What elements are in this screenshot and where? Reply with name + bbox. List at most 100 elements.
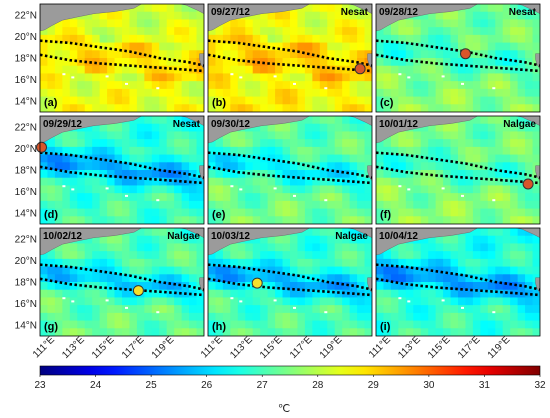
sst-cell [334, 34, 343, 44]
sst-cell [99, 34, 108, 44]
sst-cell [357, 154, 366, 163]
sst-cell [260, 104, 269, 112]
sst-cell [304, 34, 313, 44]
island [71, 300, 75, 303]
sst-cell [40, 208, 49, 217]
sst-cell [62, 297, 71, 306]
sst-cell [304, 200, 313, 210]
sst-cell [208, 96, 217, 105]
sst-cell [342, 162, 351, 171]
sst-cell [230, 146, 239, 156]
sst-cell [40, 65, 49, 75]
sst-cell [144, 34, 153, 44]
island [62, 73, 66, 76]
sst-cell [230, 19, 239, 28]
sst-cell [334, 177, 343, 187]
sst-cell [334, 162, 343, 171]
sst-cell [390, 297, 399, 306]
sst-cell [465, 139, 474, 148]
sst-cell [525, 170, 534, 179]
sst-cell [114, 170, 123, 179]
sst-cell [252, 123, 261, 133]
sst-cell [252, 266, 261, 275]
sst-cell [334, 42, 343, 51]
sst-cell [69, 104, 78, 112]
sst-cell [215, 289, 224, 299]
sst-cell [92, 81, 101, 90]
sst-cell [260, 312, 269, 322]
sst-cell [342, 282, 351, 291]
island [324, 311, 328, 314]
sst-cell [532, 96, 540, 105]
sst-cell [290, 96, 299, 105]
sst-cell [428, 185, 437, 194]
sst-cell [376, 258, 385, 268]
sst-cell [472, 139, 481, 148]
sst-cell [40, 170, 49, 179]
sst-cell [208, 58, 217, 67]
sst-cell [525, 146, 534, 156]
sst-cell [40, 177, 49, 187]
sst-cell [435, 73, 444, 82]
sst-cell [84, 216, 93, 224]
sst-cell [181, 328, 190, 336]
sst-cell [450, 208, 459, 217]
sst-cell [260, 251, 269, 260]
sst-cell [189, 50, 198, 59]
sst-cell [398, 208, 407, 217]
sst-cell [428, 50, 437, 59]
sst-cell [129, 235, 138, 245]
sst-cell [487, 27, 496, 36]
sst-cell [510, 73, 519, 82]
island [293, 194, 296, 197]
sst-cell [40, 58, 49, 67]
sst-cell [166, 289, 175, 299]
sst-cell [252, 139, 261, 148]
sst-cell [428, 235, 437, 245]
sst-cell [312, 65, 321, 75]
sst-cell [304, 19, 313, 28]
sst-cell [54, 282, 63, 291]
sst-cell [349, 81, 358, 90]
sst-cell [405, 328, 414, 336]
colorbar-unit: ℃ [278, 403, 290, 415]
sst-cell [405, 193, 414, 202]
island [125, 306, 128, 309]
island [407, 76, 411, 79]
sst-cell [222, 104, 231, 112]
sst-cell [458, 216, 467, 224]
sst-cell [532, 243, 540, 252]
sst-cell [275, 139, 284, 148]
sst-cell [458, 65, 467, 75]
sst-cell [77, 65, 86, 75]
sst-cell [319, 50, 328, 59]
sst-cell [290, 11, 299, 21]
sst-cell [114, 88, 123, 98]
sst-cell [290, 216, 299, 224]
sst-cell [275, 258, 284, 268]
island [492, 199, 496, 202]
y-tick-label: 16°N [15, 187, 37, 198]
sst-cell [525, 208, 534, 217]
island [461, 82, 464, 85]
sst-cell [349, 312, 358, 322]
sst-cell [443, 320, 452, 329]
sst-cell [267, 266, 276, 275]
sst-cell [159, 208, 168, 217]
sst-cell [107, 266, 116, 275]
sst-cell [398, 320, 407, 329]
sst-cell [290, 42, 299, 51]
sst-cell [122, 320, 131, 329]
sst-cell [230, 27, 239, 36]
sst-cell [443, 65, 452, 75]
sst-cell [84, 320, 93, 329]
track-boundary [376, 53, 540, 73]
sst-cell [364, 235, 372, 245]
sst-cell [334, 19, 343, 28]
sst-cell [510, 139, 519, 148]
sst-cell [84, 312, 93, 322]
sst-cell [196, 305, 204, 314]
sst-cell [450, 42, 459, 51]
sst-cell [327, 42, 336, 51]
sst-cell [107, 34, 116, 44]
